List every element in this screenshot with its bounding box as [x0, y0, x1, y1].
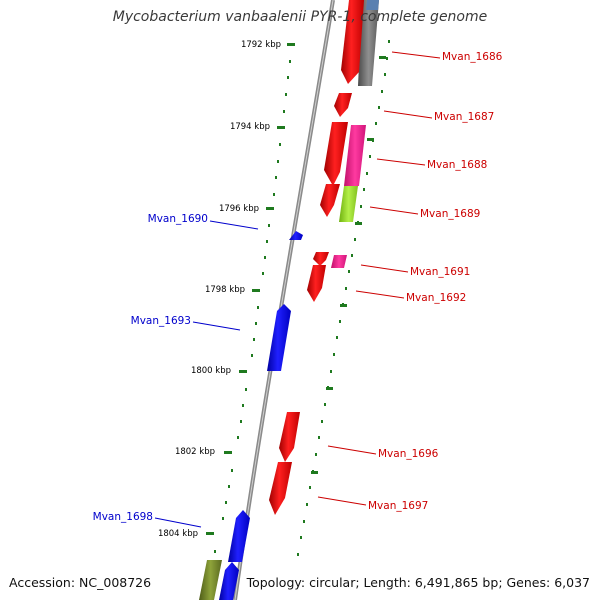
topology-value: circular [309, 575, 356, 590]
gene-arrow-mvan-1693 [267, 304, 291, 371]
gene-label-mvan-1697[interactable]: Mvan_1697 [368, 500, 428, 512]
tick-mark [206, 532, 214, 535]
scale-ring-left [211, 60, 291, 569]
gene-arrow-mvan-1688 [324, 122, 348, 186]
gene-label-mvan-1686[interactable]: Mvan_1686 [442, 51, 503, 63]
gene-arrow-mvan-1698 [228, 510, 250, 562]
accession-value: NC_008726 [79, 575, 152, 590]
tick-mark [287, 43, 295, 46]
gene-arrow-mvan-1686 [341, 0, 364, 84]
plus-strand-genes [269, 0, 364, 515]
accession-info: Accession: NC_008726 [9, 575, 151, 590]
gene-labels: Mvan_1686 Mvan_1687 Mvan_1688 Mvan_1689 … [93, 51, 503, 523]
ring-right-dots [297, 40, 390, 556]
genome-stats: Topology: circular; Length: 6,491,865 bp… [246, 575, 590, 590]
gene-arrow [358, 0, 379, 86]
tick-mark [266, 207, 274, 210]
genes-value: 6,037 [554, 575, 590, 590]
tick-mark [277, 126, 285, 129]
gene-arrow [199, 560, 222, 600]
gene-arrow-mvan-1691 [313, 252, 329, 266]
tick-label: 1804 kbp [158, 529, 198, 539]
tick-label: 1798 kbp [205, 285, 245, 295]
tick-label: 1802 kbp [175, 447, 215, 457]
gene-arrow [339, 186, 358, 222]
gene-label-mvan-1689[interactable]: Mvan_1689 [420, 208, 480, 220]
genome-title: Mycobacterium vanbaalenii PYR-1, complet… [112, 9, 488, 25]
gene-arrow-mvan-1692 [307, 265, 326, 302]
tick-label: 1794 kbp [230, 122, 270, 132]
gene-arrow-mvan-1697 [269, 462, 292, 515]
tick-label: 1796 kbp [219, 204, 259, 214]
accession-label: Accession: [9, 575, 76, 590]
tick-label: 1800 kbp [191, 366, 231, 376]
label-leaders [154, 51, 441, 528]
gene-label-mvan-1692[interactable]: Mvan_1692 [406, 292, 466, 304]
ring-right-dashes [311, 56, 386, 474]
tick-label: 1792 kbp [241, 40, 281, 50]
gene-label-mvan-1698[interactable]: Mvan_1698 [93, 511, 153, 523]
gene-label-mvan-1693[interactable]: Mvan_1693 [131, 315, 191, 327]
gene-arrow [219, 562, 239, 600]
genes-label: Genes: [506, 575, 551, 590]
gene-arrow-mvan-1696 [279, 412, 300, 462]
minus-strand-genes [219, 231, 303, 600]
topology-label: Topology: [246, 575, 306, 590]
tick-mark [252, 289, 260, 292]
gene-arrow [344, 125, 366, 186]
gene-arrow [331, 255, 347, 268]
gene-label-mvan-1696[interactable]: Mvan_1696 [378, 448, 439, 460]
gene-arrow-mvan-1690 [289, 231, 303, 240]
gene-arrow [366, 0, 379, 10]
gene-arrow-mvan-1689 [320, 184, 340, 217]
tick-mark [239, 370, 247, 373]
gene-label-mvan-1687[interactable]: Mvan_1687 [434, 111, 494, 123]
tick-mark [224, 451, 232, 454]
gene-label-mvan-1691[interactable]: Mvan_1691 [410, 266, 470, 278]
length-label: Length: [363, 575, 411, 590]
cog-genes [199, 0, 379, 600]
gene-arrow-mvan-1687 [334, 93, 352, 117]
gene-label-mvan-1688[interactable]: Mvan_1688 [427, 159, 487, 171]
gene-label-mvan-1690[interactable]: Mvan_1690 [148, 213, 208, 225]
scale-ticks: 1792 kbp 1794 kbp 1796 kbp 1798 kbp 1800… [158, 40, 295, 539]
length-value: 6,491,865 bp [414, 575, 499, 590]
